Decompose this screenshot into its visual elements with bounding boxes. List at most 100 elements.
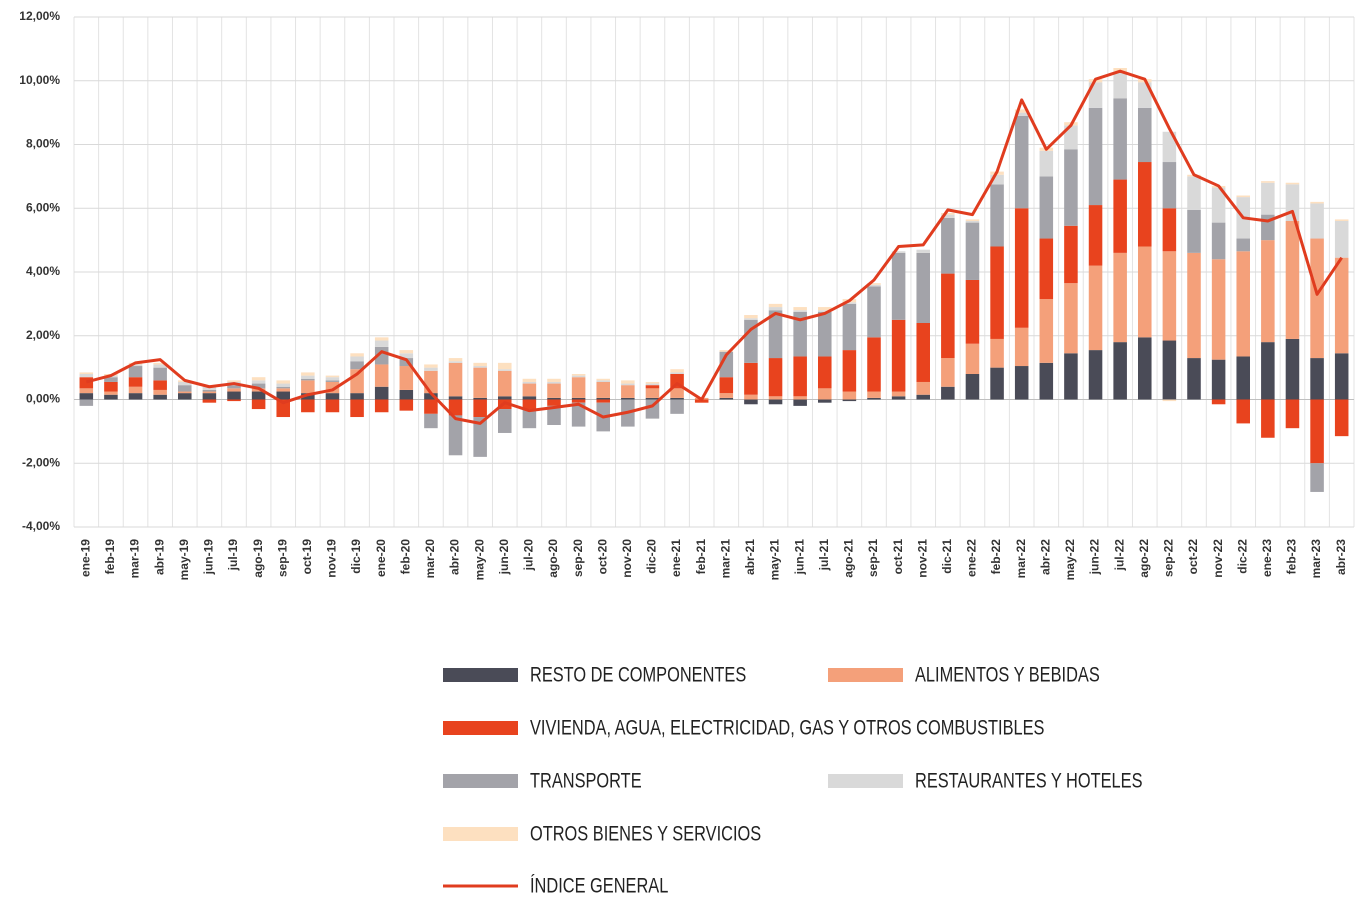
bar-segment	[719, 393, 734, 398]
bar-segment	[153, 364, 167, 368]
bar-segment	[571, 397, 586, 400]
x-tick-label: ene-21	[669, 539, 683, 577]
x-tick-label: mar-20	[423, 539, 437, 579]
x-tick-label: jul-22	[1112, 539, 1126, 572]
bar-segment	[424, 364, 438, 368]
bar-segment	[1236, 238, 1250, 252]
x-tick-label: ene-23	[1260, 539, 1274, 577]
bar-segment	[128, 377, 143, 387]
bar-segment	[1285, 338, 1300, 400]
bar-segment	[350, 399, 364, 418]
bar-segment	[842, 399, 857, 402]
x-tick-label: feb-23	[1285, 539, 1299, 575]
bar-segment	[424, 413, 438, 429]
legend-swatch	[443, 721, 518, 735]
bar-segment	[251, 380, 266, 384]
bar-segment	[1261, 399, 1275, 438]
x-tick-label: dic-20	[645, 539, 659, 574]
bar-segment	[1113, 252, 1127, 343]
bar-segment	[719, 350, 734, 352]
x-tick-label: oct-21	[891, 539, 905, 575]
bar-segment	[350, 356, 364, 362]
bar-segment	[891, 252, 906, 320]
bar-segment	[596, 399, 610, 403]
bar-segment	[1211, 222, 1226, 260]
x-tick-label: mar-21	[718, 539, 732, 579]
bar-segment	[547, 381, 561, 384]
bar-segment	[1014, 327, 1029, 367]
bar-segment	[1064, 353, 1078, 400]
bar-segment	[1334, 353, 1349, 400]
bar-segment	[79, 388, 94, 394]
bar-segment	[276, 380, 290, 384]
bar-segment	[818, 311, 832, 357]
legend-swatch	[443, 668, 518, 682]
bar-segment	[547, 405, 561, 425]
bar-segment	[153, 389, 167, 395]
bar-segment	[990, 184, 1004, 247]
x-tick-label: oct-20	[595, 539, 609, 575]
bar-segment	[374, 386, 389, 400]
y-tick-label: 4,00%	[26, 264, 60, 278]
legend-swatch	[443, 827, 518, 841]
bar-segment	[202, 386, 217, 390]
bar-segment	[990, 174, 1004, 185]
bar-segment	[571, 399, 586, 403]
bar-segment	[941, 217, 955, 274]
x-tick-label: feb-19	[103, 539, 117, 575]
bar-segment	[374, 340, 389, 347]
bar-segment	[178, 381, 192, 386]
bar-segment	[670, 399, 684, 414]
bar-segment	[793, 356, 807, 397]
bar-segment	[1014, 112, 1029, 116]
bar-segment	[276, 386, 290, 389]
legend-label: OTROS BIENES Y SERVICIOS	[530, 822, 761, 845]
x-tick-label: ago-20	[546, 539, 560, 578]
bar-segment	[104, 394, 118, 400]
bar-segment	[793, 307, 807, 311]
x-tick-label: jul-21	[817, 539, 831, 572]
bar-segment	[645, 381, 660, 384]
bar-segment	[1211, 259, 1226, 360]
bar-segment	[325, 377, 340, 381]
x-tick-label: nov-19	[325, 539, 339, 578]
bar-segment	[1113, 98, 1127, 180]
bar-segment	[498, 370, 512, 397]
bar-segment	[251, 383, 266, 389]
bar-segment	[547, 397, 561, 400]
bar-segment	[793, 311, 807, 357]
bar-segment	[1088, 265, 1103, 351]
bar-segment	[670, 372, 684, 374]
x-tick-label: dic-22	[1235, 539, 1249, 574]
bar-segment	[522, 383, 537, 397]
bar-segment	[571, 402, 586, 427]
bar-segment	[916, 252, 930, 323]
bar-segment	[202, 389, 217, 392]
bar-segment	[596, 381, 610, 398]
x-tick-label: jun-19	[202, 539, 216, 576]
x-tick-label: sep-19	[275, 539, 289, 577]
bar-segment	[818, 356, 832, 389]
bar-segment	[399, 399, 414, 411]
x-tick-label: abr-19	[152, 539, 166, 575]
bar-segment	[965, 222, 980, 280]
bar-segment	[990, 246, 1004, 339]
bar-segment	[251, 377, 266, 381]
bar-segment	[694, 399, 709, 403]
bar-segment	[522, 399, 537, 410]
y-tick-label: 0,00%	[26, 392, 60, 406]
bar-segment	[571, 374, 586, 376]
x-tick-label: abr-23	[1334, 539, 1348, 575]
bar-segment	[1261, 240, 1275, 343]
bar-segment	[424, 370, 438, 394]
bar-segment	[128, 366, 143, 378]
x-tick-label: jul-19	[226, 539, 240, 572]
bar-segment	[473, 362, 487, 367]
bar-segment	[1261, 342, 1275, 400]
bar-segment	[325, 381, 340, 394]
bar-segment	[350, 353, 364, 357]
bar-segment	[178, 391, 192, 394]
bar-segment	[867, 284, 881, 287]
x-tick-label: nov-22	[1211, 539, 1225, 578]
bar-segment	[891, 396, 906, 400]
